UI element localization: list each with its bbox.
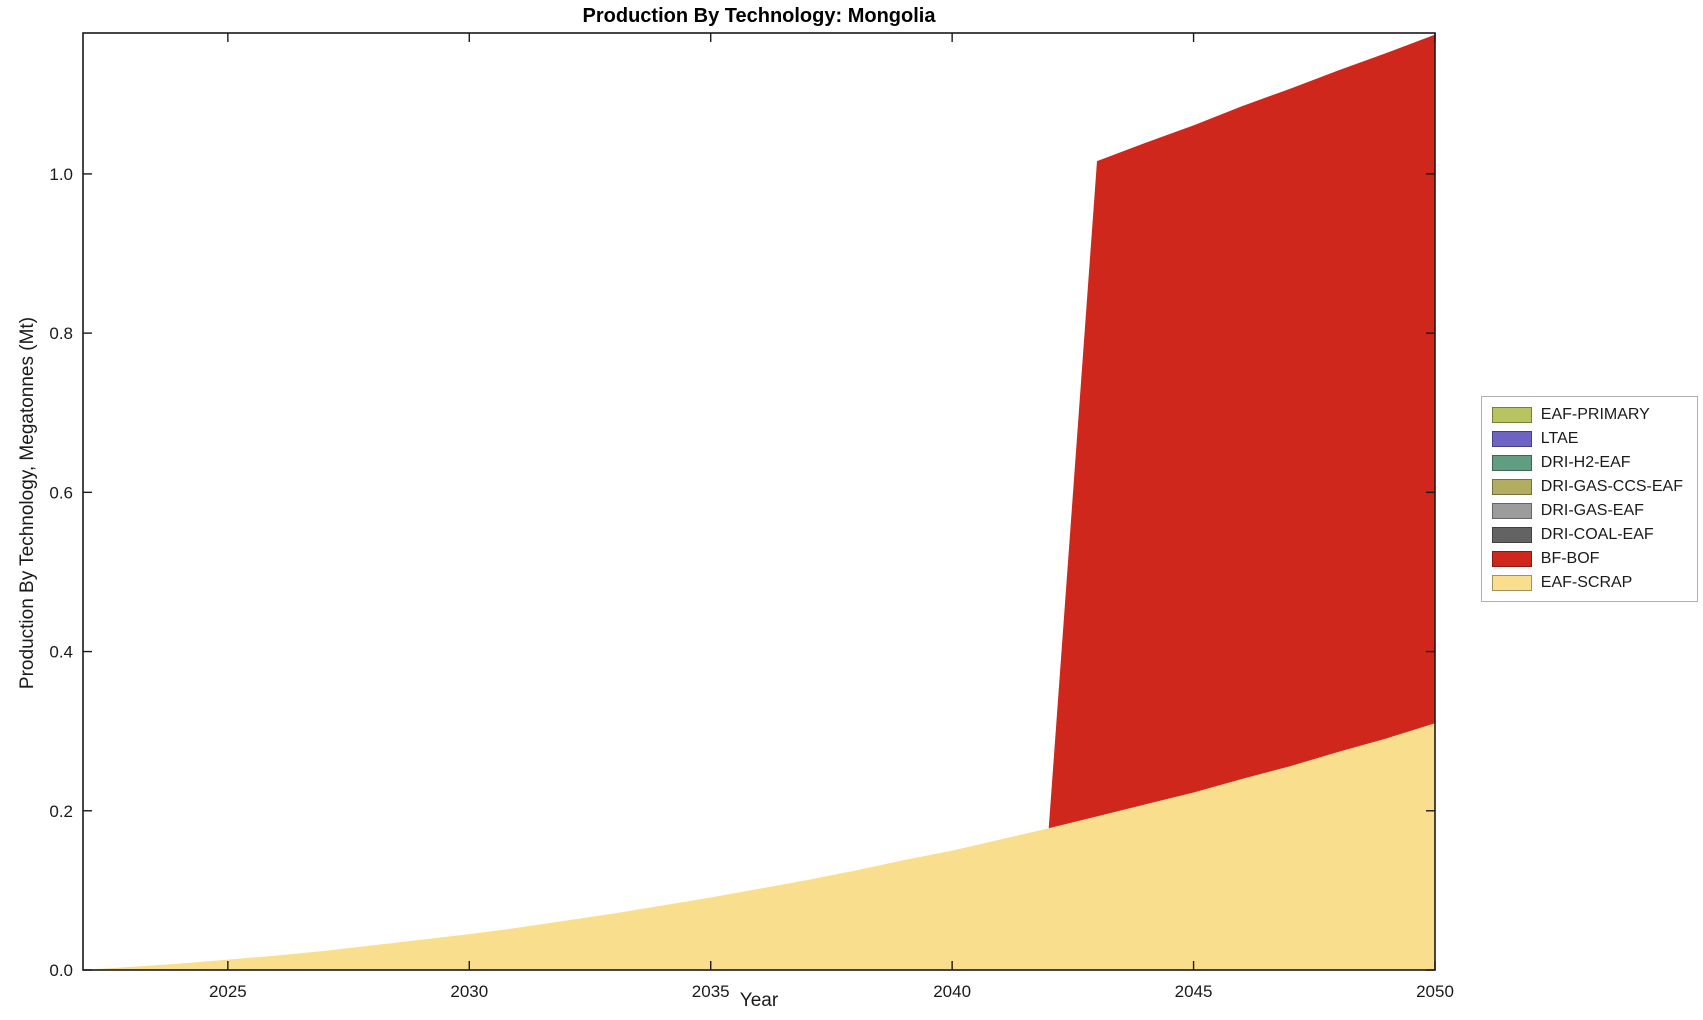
y-tick-label: 1.0 bbox=[49, 165, 73, 184]
legend-item-EAF-SCRAP: EAF-SCRAP bbox=[1491, 574, 1683, 592]
legend-swatch-DRI-COAL-EAF bbox=[1491, 527, 1532, 543]
area-EAF-SCRAP bbox=[83, 723, 1435, 970]
legend-label: DRI-H2-EAF bbox=[1540, 454, 1631, 471]
legend-label: BF-BOF bbox=[1540, 550, 1600, 567]
y-tick-label: 0.4 bbox=[49, 643, 73, 662]
x-tick-label: 2040 bbox=[933, 982, 971, 1001]
x-tick-label: 2030 bbox=[450, 982, 488, 1001]
chart-title: Production By Technology: Mongolia bbox=[582, 5, 936, 27]
legend-label: EAF-SCRAP bbox=[1540, 574, 1633, 591]
x-axis-label: Year bbox=[739, 990, 779, 1011]
legend-swatch-LTAE bbox=[1491, 431, 1532, 447]
legend-item-DRI-H2-EAF: DRI-H2-EAF bbox=[1491, 454, 1683, 472]
legend-swatch-EAF-SCRAP bbox=[1491, 575, 1532, 591]
legend-swatch-DRI-H2-EAF bbox=[1491, 455, 1532, 471]
x-tick-label: 2035 bbox=[692, 982, 730, 1001]
legend-swatch-DRI-GAS-CCS-EAF bbox=[1491, 479, 1532, 495]
y-tick-label: 0.8 bbox=[49, 324, 73, 343]
y-tick-label: 0.6 bbox=[49, 483, 73, 502]
legend-label: EAF-PRIMARY bbox=[1540, 406, 1650, 423]
legend-label: LTAE bbox=[1540, 430, 1579, 447]
legend-label: DRI-COAL-EAF bbox=[1540, 526, 1654, 543]
y-tick-label: 0.0 bbox=[49, 961, 73, 980]
legend-swatch-BF-BOF bbox=[1491, 551, 1532, 567]
legend-label: DRI-GAS-EAF bbox=[1540, 502, 1644, 519]
legend-item-EAF-PRIMARY: EAF-PRIMARY bbox=[1491, 406, 1683, 424]
x-tick-label: 2045 bbox=[1175, 982, 1213, 1001]
x-tick-label: 2050 bbox=[1416, 982, 1454, 1001]
legend-item-DRI-GAS-EAF: DRI-GAS-EAF bbox=[1491, 502, 1683, 520]
legend-item-BF-BOF: BF-BOF bbox=[1491, 550, 1683, 568]
legend-label: DRI-GAS-CCS-EAF bbox=[1540, 478, 1683, 495]
legend-swatch-EAF-PRIMARY bbox=[1491, 407, 1532, 423]
legend-item-DRI-COAL-EAF: DRI-COAL-EAF bbox=[1491, 526, 1683, 544]
area-BF-BOF bbox=[83, 34, 1435, 971]
x-tick-label: 2025 bbox=[209, 982, 247, 1001]
legend-item-DRI-GAS-CCS-EAF: DRI-GAS-CCS-EAF bbox=[1491, 478, 1683, 496]
y-tick-label: 0.2 bbox=[49, 802, 73, 821]
legend-item-LTAE: LTAE bbox=[1491, 430, 1683, 448]
legend-swatch-DRI-GAS-EAF bbox=[1491, 503, 1532, 519]
axes-border bbox=[82, 32, 1436, 971]
legend: EAF-PRIMARY LTAE DRI-H2-EAF DRI-GAS-CCS-EAF… bbox=[1480, 396, 1698, 602]
